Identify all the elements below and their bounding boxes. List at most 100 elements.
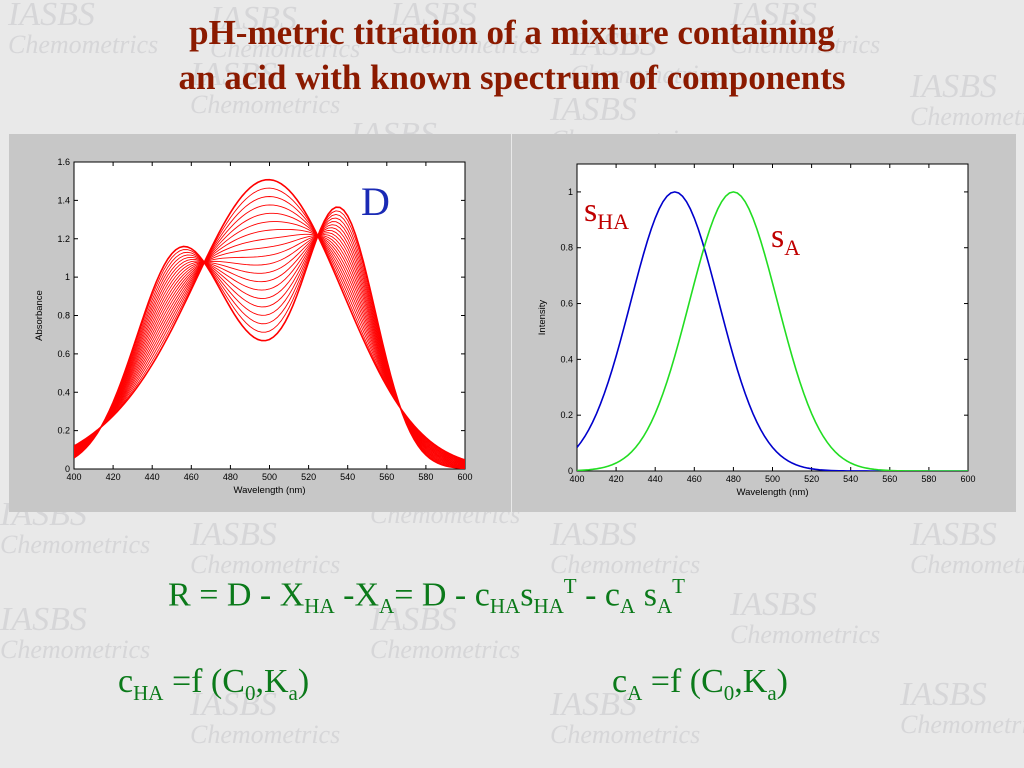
intensity-chart-xtick-label: 440 (648, 474, 663, 484)
intensity-chart-xtick-label: 580 (921, 474, 936, 484)
intensity-series-sA-line (577, 191, 968, 471)
page-title: pH-metric titration of a mixture contain… (0, 10, 1024, 100)
absorbance-chart-xtick-label: 420 (106, 472, 121, 482)
intensity-chart-xtick-label: 460 (687, 474, 702, 484)
absorbance-chart-xtick-label: 580 (418, 472, 433, 482)
intensity-chart-xtick-label: 400 (569, 474, 584, 484)
label-s-HA-sub: HA (597, 208, 630, 234)
watermark-sub-text: Chemometrics (910, 102, 1024, 131)
absorbance-series-line (74, 206, 465, 469)
absorbance-chart: 400 420 440 460 480 500 520 540 560 580 600 0 0.2 0.4… (34, 157, 473, 496)
cha-zero: 0 (244, 680, 256, 705)
absorbance-chart-ytick-label: 1.6 (57, 157, 70, 167)
watermark-main-text: IASBS (0, 601, 87, 638)
cha-close: ) (297, 663, 310, 700)
title-line-1: pH-metric titration of a mixture contain… (189, 13, 835, 52)
label-D: D (361, 179, 390, 224)
absorbance-chart-xtick-label: 600 (457, 472, 472, 482)
eq-sub-ha2: HA (489, 594, 521, 619)
eq-part3: = D - c (394, 576, 490, 614)
absorbance-chart-ytick-label: 0.8 (57, 311, 70, 321)
absorbance-chart-ytick-label: 1 (65, 272, 70, 282)
absorbance-chart-xlabel: Wavelength (nm) (234, 485, 306, 496)
intensity-series-group (577, 191, 968, 471)
eq-sup-t: T (563, 574, 577, 598)
absorbance-chart-xtick-label: 500 (262, 472, 277, 482)
absorbance-chart-axes: 400 420 440 460 480 500 520 540 560 580 600 0 0.2 0.4… (34, 157, 473, 496)
eq-part1: = D - X (190, 576, 305, 614)
cha-comma: ,K (255, 663, 289, 700)
eq-part4: - c (576, 576, 621, 614)
equation-c-a: cA =f (C0,Ka) (612, 662, 788, 713)
intensity-chart: 400 420 440 460 480 500 520 540 560 580 600 0 0.2 0.4… (537, 163, 976, 498)
watermark-sub-text: Chemometrics (0, 530, 151, 559)
watermark-sub-text: Chemometrics (370, 635, 521, 664)
eq-s2: s (635, 576, 657, 614)
ca-comma: ,K (734, 663, 768, 700)
eq-r: R (168, 576, 191, 614)
intensity-chart-xtick-label: 600 (960, 474, 975, 484)
ca-sub: A (627, 680, 643, 705)
intensity-chart-xtick-label: 560 (882, 474, 897, 484)
absorbance-chart-ylabel: Absorbance (34, 290, 45, 341)
intensity-chart-axes: 400 420 440 460 480 500 520 540 560 580 600 0 0.2 0.4… (537, 163, 976, 498)
equation-c-ha: cHA =f (C0,Ka) (118, 662, 309, 713)
cha-eq: =f (C (163, 663, 245, 700)
intensity-chart-ytick-label: 1 (568, 187, 573, 197)
intensity-chart-ytick-label: 0 (568, 466, 573, 476)
absorbance-chart-xtick-label: 440 (145, 472, 160, 482)
cha-c: c (118, 663, 134, 700)
absorbance-chart-ytick-label: 0.4 (57, 387, 70, 397)
watermark-sub-text: Chemometrics (190, 720, 341, 749)
intensity-chart-xlabel: Wavelength (nm) (737, 487, 809, 498)
absorbance-chart-ytick-label: 0.6 (57, 349, 70, 359)
absorbance-chart-xtick-label: 400 (66, 472, 81, 482)
title-line-2: an acid with known spectrum of component… (178, 58, 846, 97)
absorbance-chart-xtick-label: 520 (301, 472, 316, 482)
equation-main: R = D - XHA -XA= D - cHAsHAT - cA sAT (168, 566, 685, 626)
intensity-chart-xtick-label: 540 (843, 474, 858, 484)
absorbance-series-group (74, 178, 465, 469)
ca-close: ) (776, 663, 788, 700)
absorbance-chart-ytick-label: 1.4 (57, 195, 70, 205)
intensity-series-sHA-line (577, 191, 968, 471)
absorbance-chart-xtick-label: 560 (379, 472, 394, 482)
intensity-chart-xtick-label: 500 (765, 474, 780, 484)
absorbance-chart-panel: 400 420 440 460 480 500 520 540 560 580 600 0 0.2 0.4… (9, 134, 511, 512)
cha-a: a (288, 680, 298, 705)
cha-sub: HA (133, 680, 164, 705)
eq-part2: -X (334, 576, 380, 614)
ca-zero: 0 (723, 680, 735, 705)
label-s-HA-s: s (584, 192, 598, 229)
watermark-sub-text: Chemometrics (730, 620, 881, 649)
intensity-chart-ytick-label: 0.8 (560, 243, 573, 253)
watermark-main-text: IASBS (730, 586, 817, 623)
intensity-chart-panel: 400 420 440 460 480 500 520 540 560 580 600 0 0.2 0.4… (512, 134, 1016, 512)
label-s-A-sub: A (784, 234, 801, 260)
absorbance-chart-xtick-label: 480 (223, 472, 238, 482)
label-s-A: sA (771, 218, 800, 261)
intensity-chart-ylabel: Intensity (537, 300, 548, 336)
intensity-chart-xtick-label: 520 (804, 474, 819, 484)
watermark-sub-text: Chemometrics (550, 720, 701, 749)
intensity-chart-ytick-label: 0.6 (560, 299, 573, 309)
ca-eq: =f (C (642, 663, 724, 700)
watermark-sub-text: Chemometrics (900, 710, 1024, 739)
intensity-chart-plot-area (576, 163, 969, 472)
eq-s: s (520, 576, 534, 614)
label-s-HA: sHA (584, 192, 629, 235)
eq-sub-a2: A (620, 594, 636, 619)
eq-sub-a: A (379, 594, 395, 619)
label-s-A-s: s (771, 218, 785, 255)
intensity-chart-ytick-label: 0.2 (560, 410, 573, 420)
eq-sub-ha3: HA (533, 594, 564, 619)
watermark-main-text: IASBS (190, 516, 277, 553)
watermark-sub-text: Chemometrics (0, 635, 151, 664)
watermark-main-text: IASBS (910, 516, 997, 553)
absorbance-chart-ytick-label: 0 (65, 464, 70, 474)
absorbance-chart-xtick-label: 540 (340, 472, 355, 482)
ca-a: a (767, 680, 777, 705)
